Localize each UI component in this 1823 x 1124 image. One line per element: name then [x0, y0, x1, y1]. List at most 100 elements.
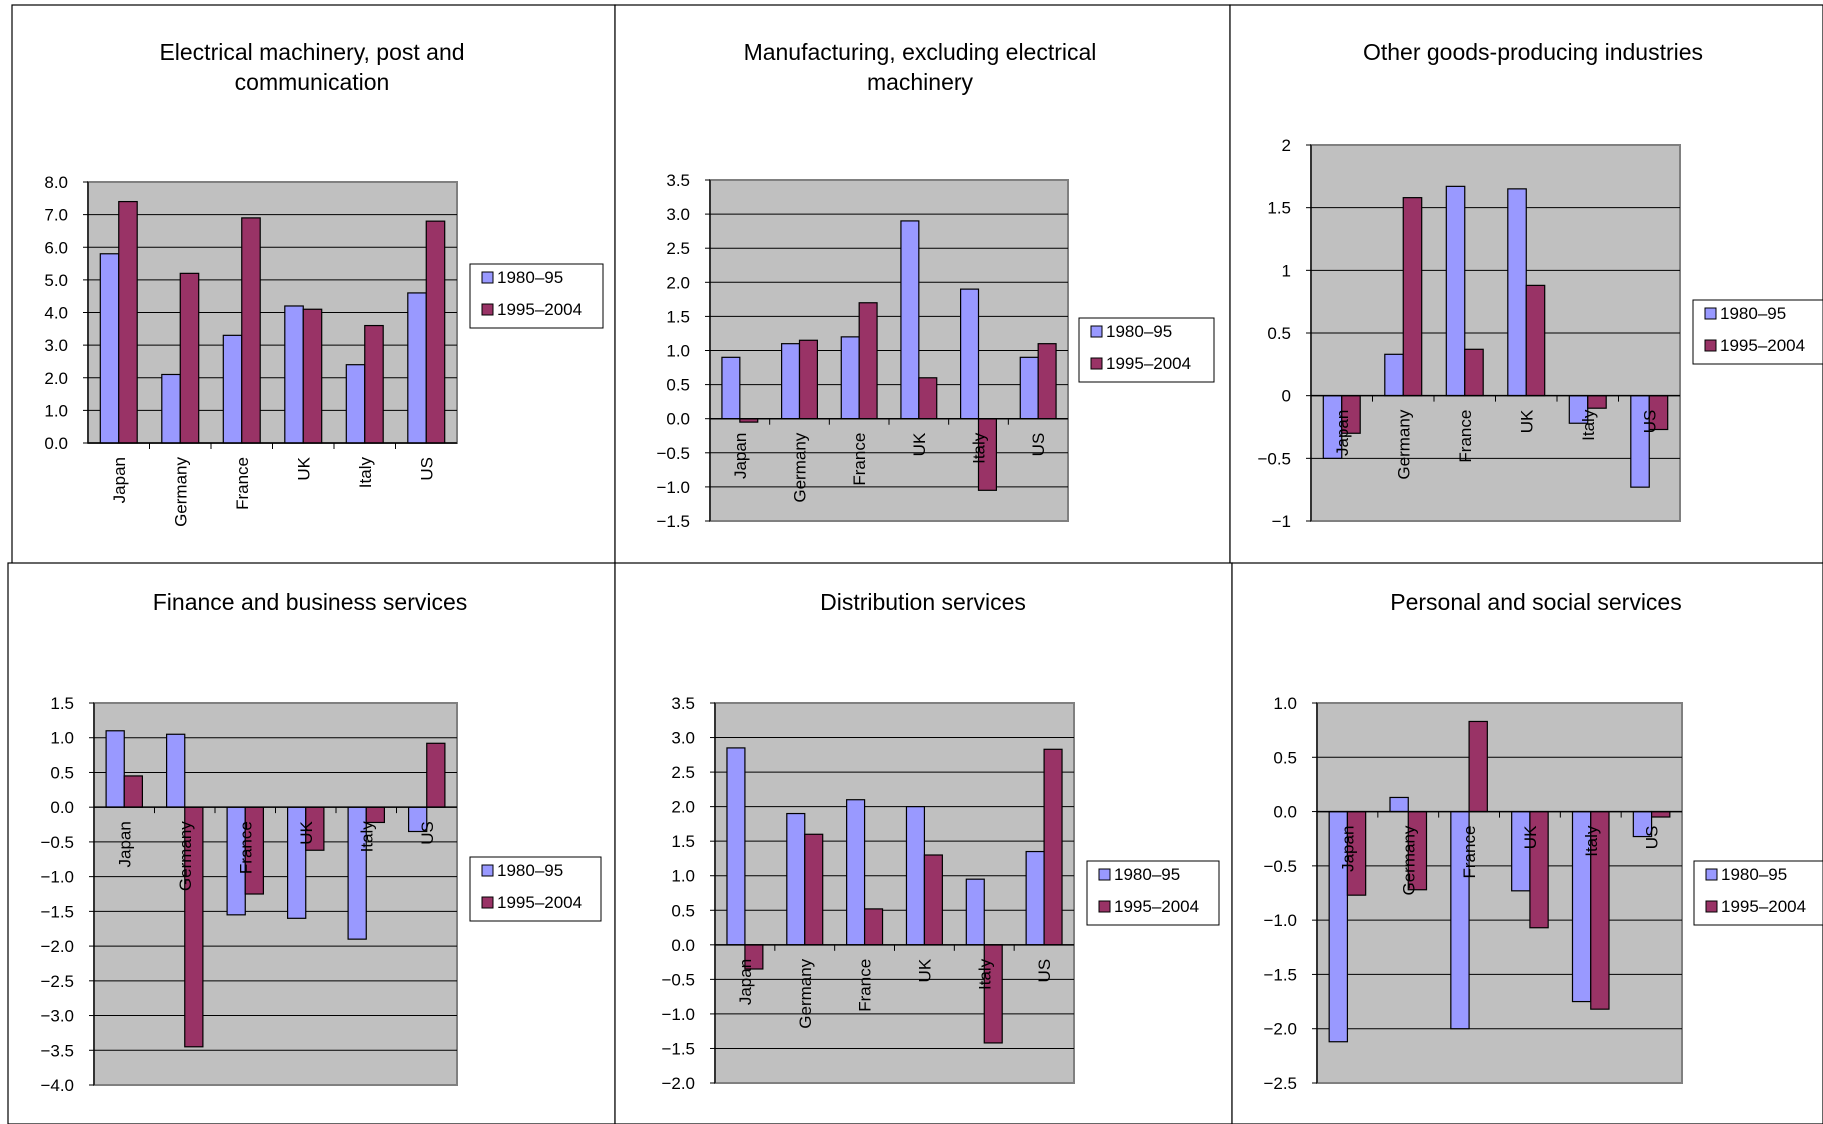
y-tick-label: 0.5 [1267, 324, 1291, 343]
y-tick-label: 6.0 [44, 238, 68, 257]
bar-1980-95 [161, 373, 181, 444]
y-tick-label: −1.0 [1263, 911, 1297, 930]
y-tick-label: −1 [1272, 512, 1291, 531]
y-tick-label: 0.5 [671, 901, 695, 920]
legend-swatch [1704, 307, 1717, 320]
y-tick-label: 2.0 [666, 273, 690, 292]
bar-1980-95 [284, 305, 304, 444]
bar-1995-2004 [1587, 395, 1607, 409]
y-tick-label: 2 [1282, 136, 1291, 155]
x-category-label: Japan [731, 433, 750, 479]
legend-swatch [1704, 339, 1717, 352]
legend-label: 1995–2004 [1720, 336, 1805, 355]
chart-title: communication [235, 69, 390, 95]
x-category-label: US [418, 821, 437, 845]
bar-1980-95 [1019, 356, 1039, 420]
bar-1980-95 [407, 292, 427, 444]
x-category-label: Italy [357, 821, 376, 853]
y-tick-label: 2.5 [671, 763, 695, 782]
y-tick-label: 2.0 [671, 798, 695, 817]
x-category-label: Italy [975, 958, 994, 990]
legend-swatch [1705, 868, 1718, 881]
x-category-label: UK [915, 958, 934, 982]
y-tick-label: 3.0 [671, 729, 695, 748]
y-tick-label: 0.0 [671, 936, 695, 955]
chart-panel: Finance and business services −4.0 −3.5 −3.… [7, 562, 616, 1124]
bar-1980-95 [965, 878, 985, 946]
x-category-label: Japan [110, 457, 129, 503]
chart-title: Manufacturing, excluding electrical [744, 39, 1097, 65]
x-category-label: Italy [1579, 409, 1598, 441]
legend-swatch [481, 271, 494, 284]
x-category-label: US [417, 457, 436, 481]
bar-1995-2004 [1043, 748, 1063, 946]
bar-1980-95 [786, 812, 806, 946]
x-category-label: France [856, 959, 875, 1012]
bar-1995-2004 [425, 220, 446, 444]
x-category-label: US [1640, 410, 1659, 434]
bar-1980-95 [1445, 185, 1466, 397]
bar-1980-95 [1389, 796, 1409, 813]
bar-1995-2004 [179, 272, 200, 444]
y-tick-label: −1.5 [656, 512, 690, 531]
y-tick-label: 0.0 [1273, 803, 1297, 822]
x-category-label: UK [1517, 409, 1536, 433]
y-tick-label: −0.5 [656, 444, 690, 463]
bar-1995-2004 [364, 324, 384, 444]
bar-1995-2004 [804, 833, 824, 946]
y-tick-label: 0.0 [44, 434, 68, 453]
y-tick-label: −3.0 [40, 1007, 74, 1026]
chart-title: Electrical machinery, post and [159, 39, 464, 65]
legend-label: 1980–95 [497, 268, 563, 287]
y-tick-label: 3.5 [666, 171, 690, 190]
chart-panel: Personal and social services −2.5 −2.0 −1.5… [1231, 562, 1823, 1124]
legend-swatch [1090, 357, 1103, 370]
legend-label: 1980–95 [1721, 865, 1787, 884]
y-tick-label: −0.5 [1257, 449, 1291, 468]
y-tick-label: 0.5 [666, 376, 690, 395]
chart-panel: Manufacturing, excluding electrical machi… [614, 4, 1231, 566]
x-category-label: Germany [796, 958, 815, 1028]
plot-area [1316, 702, 1683, 1084]
bar-1995-2004 [863, 908, 884, 946]
legend-label: 1980–95 [1720, 304, 1786, 323]
y-tick-label: 1.5 [50, 694, 74, 713]
bar-1995-2004 [923, 854, 943, 946]
bar-1980-95 [726, 747, 746, 946]
x-category-label: US [1643, 826, 1662, 850]
legend-swatch [1098, 868, 1111, 881]
y-tick-label: 0 [1282, 387, 1291, 406]
y-tick-label: 2.0 [44, 369, 68, 388]
bar-1980-95 [1025, 850, 1045, 946]
bar-1980-95 [1630, 395, 1650, 488]
y-tick-label: −1.5 [40, 902, 74, 921]
y-tick-label: −2.5 [1263, 1074, 1297, 1093]
legend-swatch [481, 864, 494, 877]
bar-1995-2004 [241, 217, 261, 444]
y-tick-label: 3.0 [666, 205, 690, 224]
bar-1995-2004 [118, 200, 138, 444]
y-tick-label: 4.0 [44, 304, 68, 323]
x-category-label: US [1029, 433, 1048, 457]
x-category-label: Germany [791, 432, 810, 502]
y-tick-label: 1 [1282, 261, 1291, 280]
x-category-label: Germany [176, 821, 195, 891]
bar-1980-95 [1384, 353, 1404, 397]
y-tick-label: 1.5 [666, 307, 690, 326]
y-tick-label: 5.0 [44, 271, 68, 290]
chart-title: Finance and business services [153, 589, 468, 615]
legend-swatch [481, 303, 494, 316]
y-tick-label: 1.0 [671, 867, 695, 886]
bar-1995-2004 [365, 806, 385, 824]
y-tick-label: 1.0 [44, 401, 68, 420]
y-tick-label: −2.0 [1263, 1020, 1297, 1039]
legend-label: 1995–2004 [1114, 897, 1199, 916]
y-tick-label: −3.5 [40, 1041, 74, 1060]
bar-1980-95 [105, 730, 125, 808]
chart-title: Other goods-producing industries [1363, 39, 1703, 65]
bar-1980-95 [166, 733, 186, 808]
bar-1995-2004 [1464, 348, 1484, 397]
y-tick-label: −2.5 [40, 972, 74, 991]
x-category-label: UK [297, 821, 316, 845]
bar-1980-95 [959, 288, 980, 420]
